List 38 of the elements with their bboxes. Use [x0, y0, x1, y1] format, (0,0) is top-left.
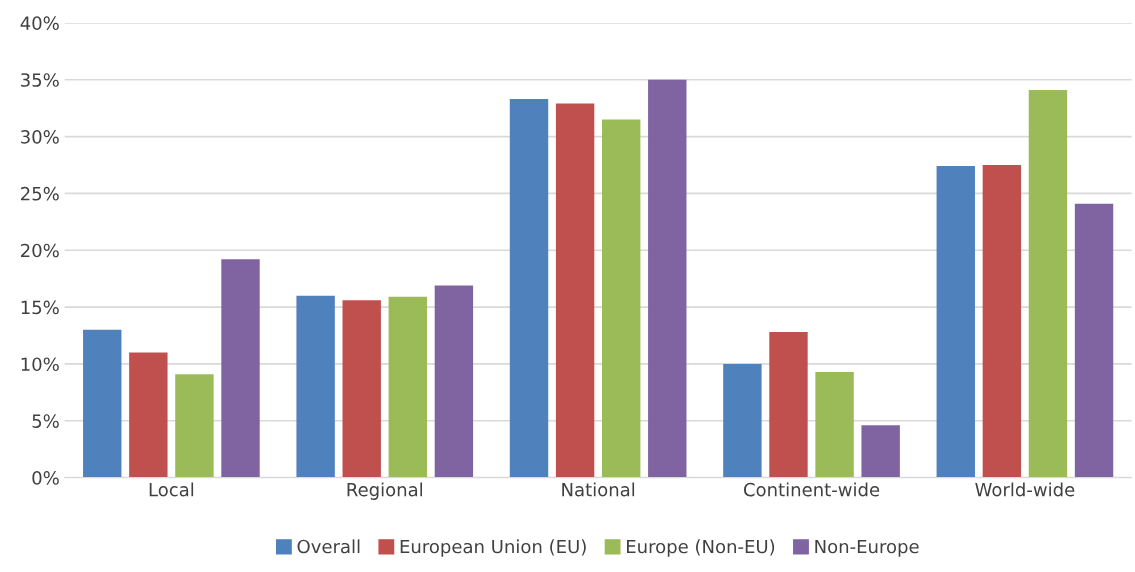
bar [555, 103, 595, 478]
legend-label: Overall [297, 539, 360, 554]
bar [388, 296, 428, 478]
bar [434, 285, 474, 478]
y-tick-label: 15% [21, 300, 59, 315]
bar [1028, 89, 1068, 478]
x-tick-label: World-wide [975, 482, 1075, 497]
legend-label: European Union (EU) [400, 539, 586, 557]
bar [815, 371, 854, 478]
y-tick-label: 25% [21, 186, 59, 201]
y-tick-label: 5% [32, 414, 59, 428]
y-tick-label: 40% [20, 16, 59, 30]
bar [936, 166, 975, 478]
bar [175, 374, 214, 478]
bar [982, 164, 1022, 478]
y-tick-label: 35% [21, 73, 59, 87]
x-tick-label: Continent-wide [743, 482, 880, 497]
bar [1074, 203, 1114, 478]
y-tick-label: 0% [32, 471, 59, 485]
bar [83, 329, 122, 478]
bar [509, 99, 549, 478]
bar [648, 79, 687, 478]
y-tick-label: 10% [21, 357, 59, 372]
x-tick-label: National [562, 482, 635, 497]
bar [221, 259, 260, 478]
bar [296, 295, 335, 478]
y-tick-label: 30% [21, 130, 59, 144]
bar [342, 300, 381, 478]
x-tick-label: Local [149, 482, 194, 497]
legend-label: Non-Europe [815, 539, 919, 557]
bar [129, 352, 168, 478]
y-tick-label: 20% [21, 243, 59, 258]
x-tick-label: Regional [347, 482, 423, 500]
legend-label: Europe (Non-EU) [627, 539, 775, 557]
bar [769, 332, 808, 478]
bar [861, 425, 900, 478]
bar [601, 119, 641, 478]
bar [723, 363, 762, 478]
